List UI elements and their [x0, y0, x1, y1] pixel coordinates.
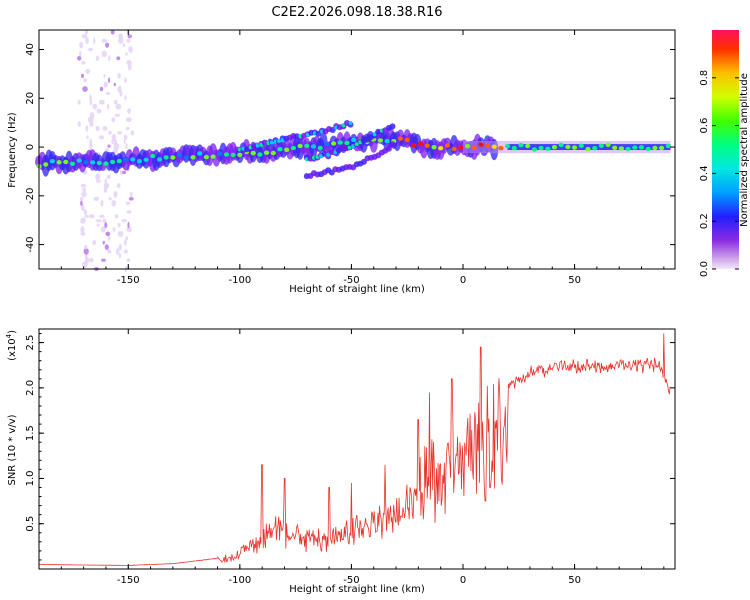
colorbar-tick-label: 0.2: [699, 213, 710, 229]
x-tick-label: 0: [460, 275, 466, 286]
upper-branch: [236, 120, 354, 154]
y-tick-label: 40: [25, 43, 36, 56]
spectrogram-axes: -150 -100 -50 0 50 -40 -20 0 20 40: [25, 30, 675, 286]
colorbar-gradient: [712, 30, 739, 269]
x-tick-label: 0: [460, 575, 466, 586]
colorbar-label: Normalized spectral amplitude: [739, 73, 750, 227]
y-tick-label: 0.5: [25, 516, 36, 532]
y-tick-label: 20: [25, 92, 36, 105]
snr-panel: -150 -100 -50 0 50 0.5 1.0 1.5 2.0 2.5 Height of …: [5, 328, 676, 595]
spectrogram-panel: -150 -100 -50 0 50 -40 -20 0 20 40 Height of stra…: [7, 28, 676, 295]
snr-frame: [38, 328, 676, 570]
spectrogram-frame: [38, 29, 676, 270]
noise-streak: [98, 38, 112, 262]
y-tick-label: -20: [25, 188, 36, 204]
middle-branch: [303, 123, 396, 162]
main-branch-core: [36, 136, 671, 169]
noise-streak: [121, 28, 135, 273]
x-tick-label: -100: [228, 575, 251, 586]
flat-band-core: [507, 144, 671, 150]
y-tick-label: 1.0: [25, 470, 36, 486]
colorbar-tick-label: 0.0: [699, 261, 710, 277]
figure-title: C2E2.2026.098.18.38.R16: [271, 5, 442, 20]
colorbar: 0.0 0.2 0.4 0.6 0.8 Normalized spectral ampl…: [699, 30, 750, 277]
y-tick-label: 0: [25, 144, 36, 150]
y-tick-label: 2.5: [25, 335, 36, 351]
snr-background: [39, 329, 675, 569]
y-tick-label: 2.0: [25, 380, 36, 396]
snr-series-line: [38, 333, 671, 566]
colorbar-tick-label: 0.4: [699, 165, 710, 181]
snr-ylabel: SNR (10 * v/v): [7, 414, 18, 485]
lower-branch: [303, 141, 396, 180]
x-tick-label: -150: [117, 575, 140, 586]
x-tick-label: -150: [117, 275, 140, 286]
x-tick-label: -50: [343, 575, 359, 586]
x-tick-label: -100: [228, 275, 251, 286]
snr-xlabel: Height of straight line (km): [289, 584, 425, 595]
snr-axes: -150 -100 -50 0 50 0.5 1.0 1.5 2.0 2.5: [25, 329, 675, 586]
y-tick-label: -40: [25, 236, 36, 252]
colorbar-tick-label: 0.8: [699, 70, 710, 86]
spectrogram-ylabel: Frequency (Hz): [7, 112, 18, 188]
colorbar-tick-label: 0.6: [699, 118, 710, 134]
colorbar-ticks: 0.0 0.2 0.4 0.6 0.8: [699, 70, 739, 277]
x-tick-label: -50: [343, 275, 359, 286]
spectrogram-xlabel: Height of straight line (km): [289, 284, 425, 295]
snr-scale-exponent: 4: [5, 333, 13, 338]
x-tick-label: 50: [568, 275, 581, 286]
spectrogram-marks: [35, 28, 671, 273]
noise-streak: [77, 29, 91, 268]
x-tick-label: 50: [568, 575, 581, 586]
snr-scale-note: (x104): [5, 330, 18, 361]
y-tick-label: 1.5: [25, 425, 36, 441]
